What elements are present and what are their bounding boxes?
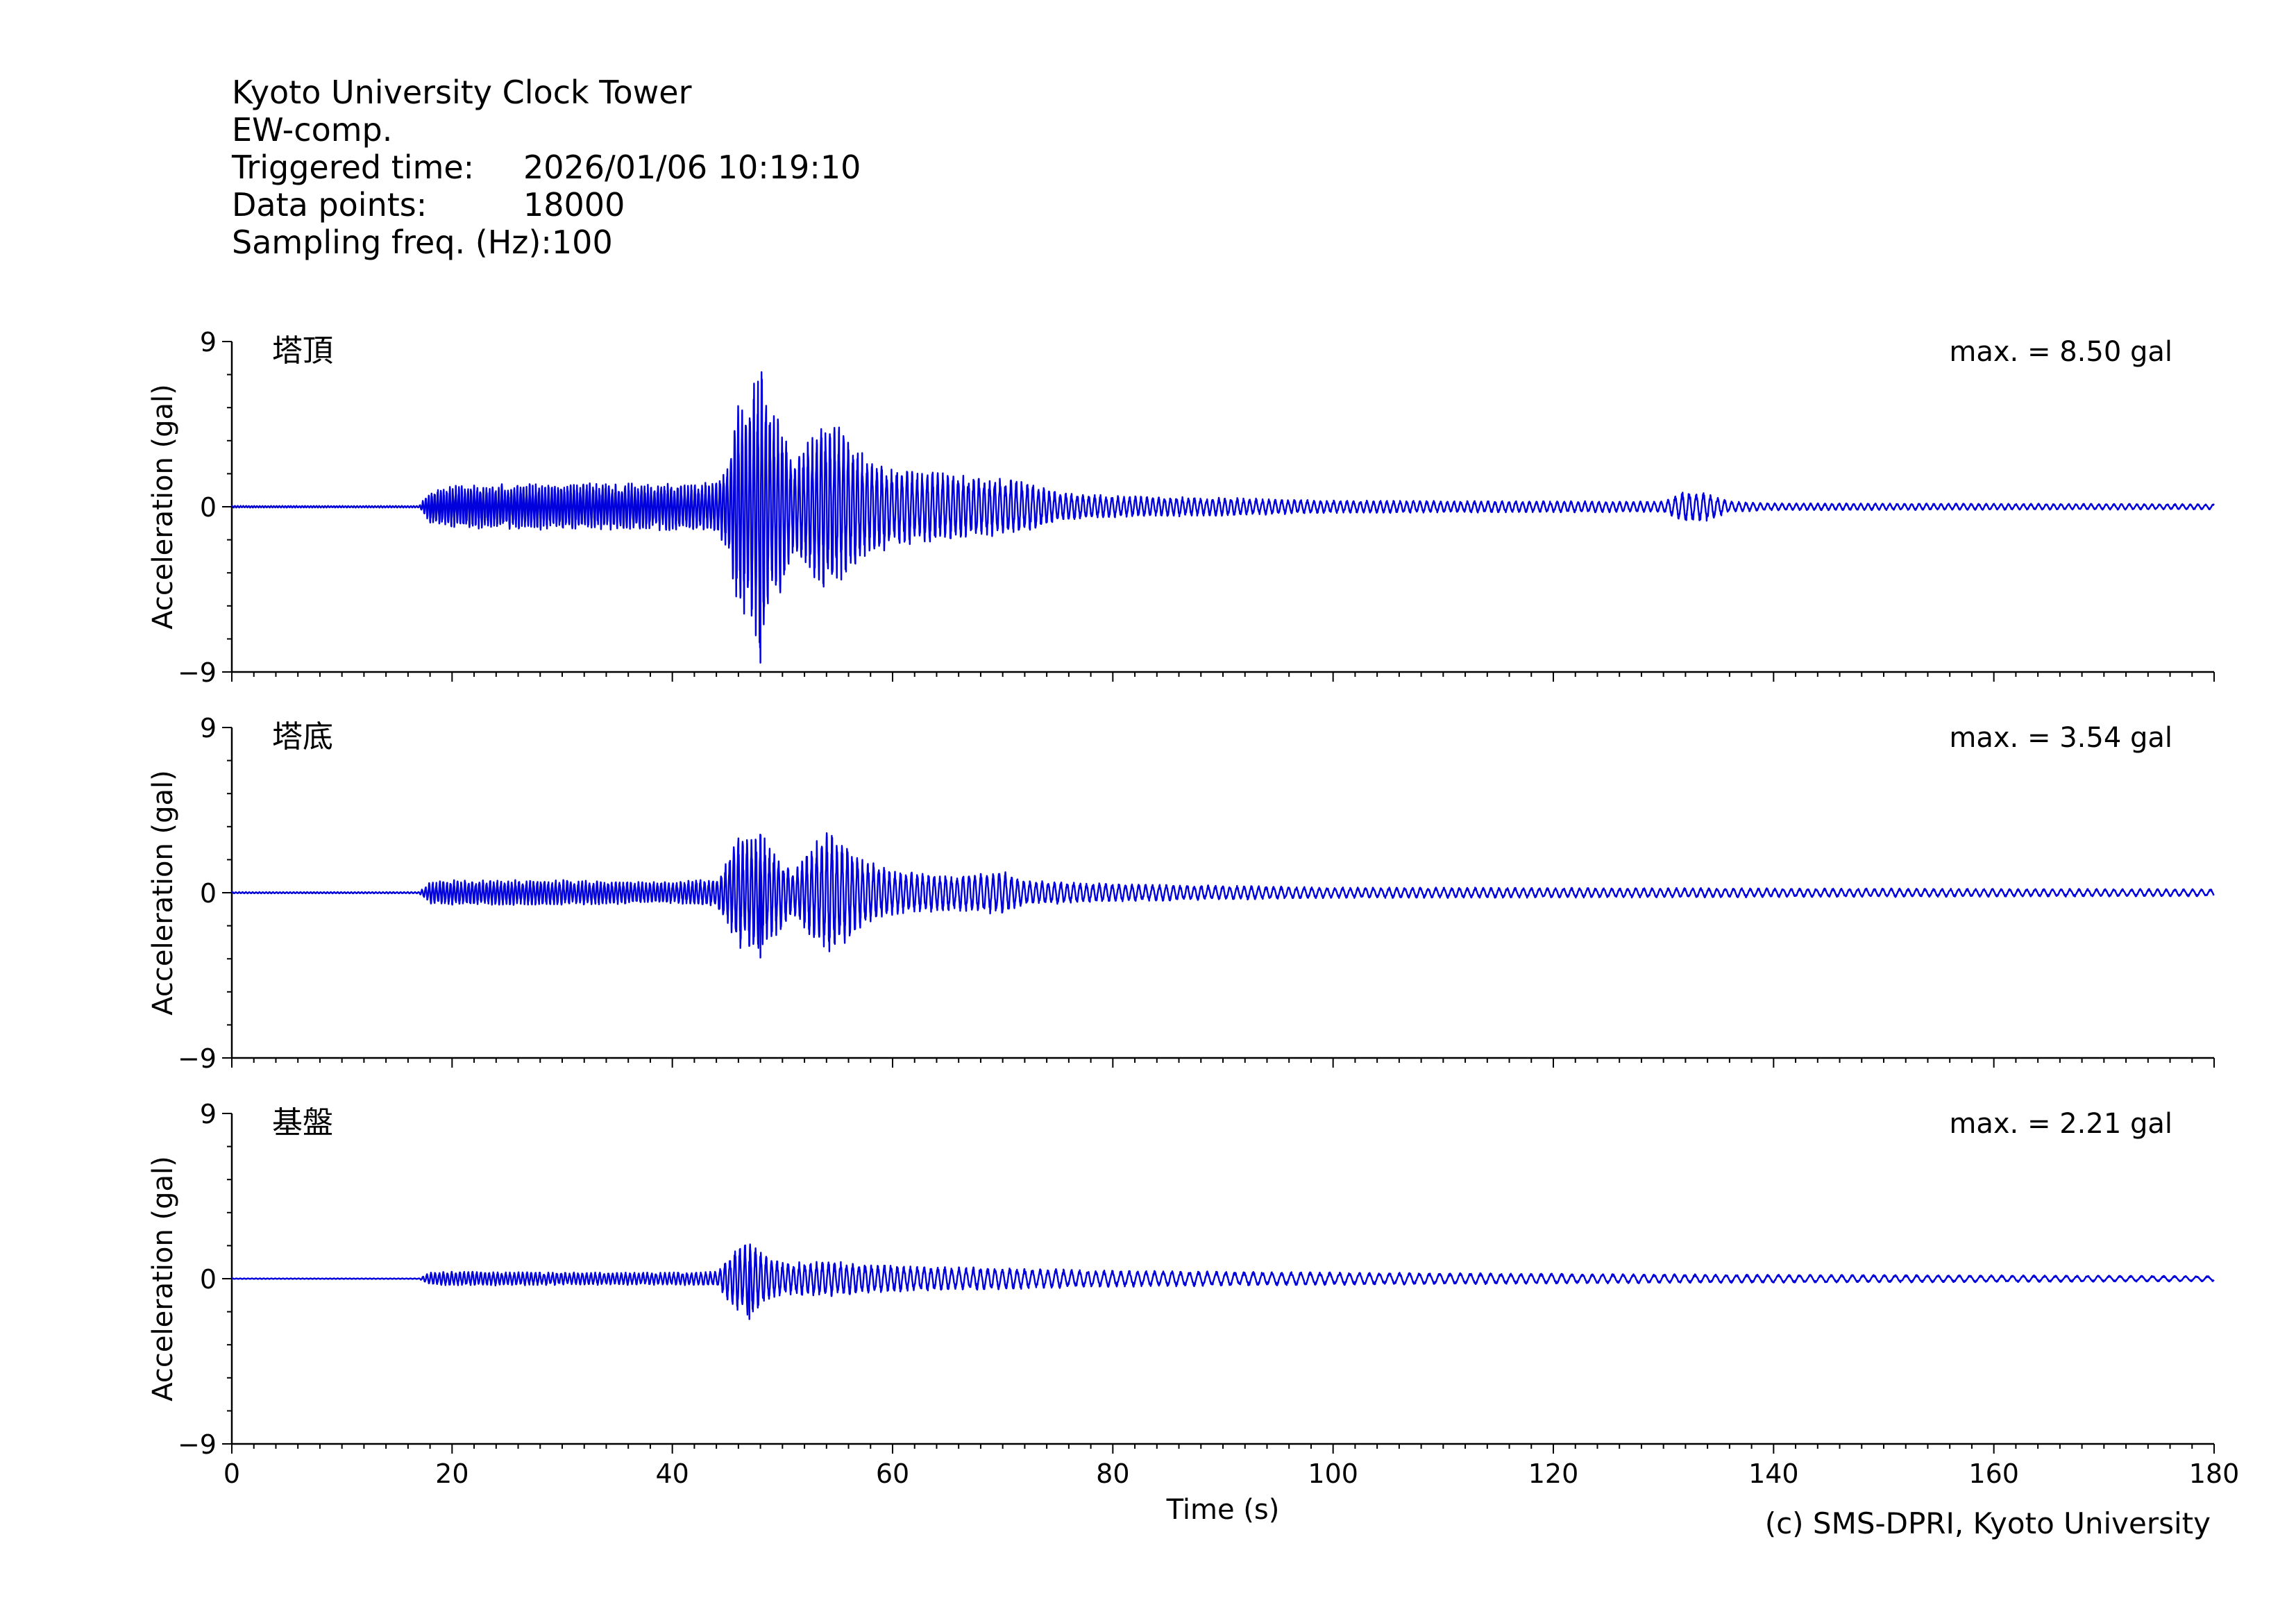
y-tick-label: −9 (178, 1429, 217, 1460)
copyright-credit: (c) SMS-DPRI, Kyoto University (1764, 1506, 2211, 1540)
data-points-row: Data points: 18000 (232, 186, 861, 224)
x-tick-label: 80 (1096, 1458, 1129, 1489)
sampling-freq-row: Sampling freq. (Hz):100 (232, 224, 861, 261)
y-axis-label: Acceleration (gal) (147, 384, 179, 630)
data-points-value: 18000 (523, 186, 625, 224)
acceleration-trace (231, 832, 2215, 959)
x-tick-label: 180 (2189, 1458, 2240, 1489)
x-tick-label: 60 (876, 1458, 909, 1489)
max-annotation: max. = 3.54 gal (1949, 722, 2172, 754)
y-tick-label: 0 (200, 492, 217, 523)
panel-title: 塔頂 (272, 333, 333, 369)
x-tick-label: 0 (223, 1458, 240, 1489)
component-label: EW-comp. (232, 111, 393, 149)
x-tick-label: 140 (1748, 1458, 1799, 1489)
panel-title: 塔底 (272, 719, 333, 755)
x-axis-label: Time (s) (1166, 1494, 1280, 1526)
seismogram-panel-1: 9 0 −9 Acceleration (gal) 塔頂 max. = 8.50 gal (147, 327, 2215, 688)
y-tick-label: 0 (200, 1264, 217, 1295)
y-tick-label: 9 (200, 1099, 217, 1129)
y-tick-label: 0 (200, 878, 217, 909)
triggered-time-row: Triggered time: 2026/01/06 10:19:10 (232, 149, 861, 186)
y-tick-label: 9 (200, 713, 217, 743)
y-tick-label: 9 (200, 327, 217, 358)
acceleration-trace (231, 1243, 2215, 1320)
sampling-freq-value: 100 (551, 224, 613, 261)
y-axis-label: Acceleration (gal) (147, 770, 179, 1016)
max-annotation: max. = 8.50 gal (1949, 336, 2172, 368)
record-info: Kyoto University Clock Tower EW-comp. Tr… (232, 74, 861, 261)
station-name: Kyoto University Clock Tower (232, 74, 692, 111)
data-points-label: Data points: (232, 186, 428, 224)
sampling-freq-label: Sampling freq. (Hz): (232, 224, 552, 261)
x-tick-label: 100 (1308, 1458, 1358, 1489)
triggered-time-value: 2026/01/06 10:19:10 (523, 149, 861, 186)
seismogram-panel-2: 9 0 −9 Acceleration (gal) 塔底 max. = 3.54 gal (147, 713, 2215, 1074)
y-tick-label: −9 (178, 1043, 217, 1074)
x-tick-label: 120 (1528, 1458, 1579, 1489)
y-tick-label: −9 (178, 657, 217, 688)
triggered-time-label: Triggered time: (232, 149, 475, 186)
x-tick-label: 20 (435, 1458, 469, 1489)
acceleration-trace (231, 371, 2215, 664)
max-annotation: max. = 2.21 gal (1949, 1108, 2172, 1140)
panel-title: 基盤 (272, 1105, 333, 1141)
x-tick-label: 160 (1968, 1458, 2019, 1489)
x-tick-label: 40 (655, 1458, 689, 1489)
y-axis-label: Acceleration (gal) (147, 1156, 179, 1402)
